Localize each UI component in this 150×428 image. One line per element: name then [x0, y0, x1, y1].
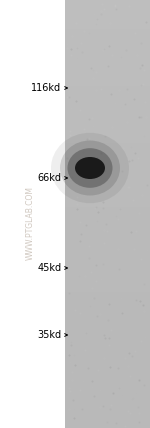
Bar [64, 350, 150, 357]
Ellipse shape [75, 157, 105, 179]
Bar [64, 193, 150, 200]
Ellipse shape [68, 148, 112, 188]
Bar [64, 57, 150, 64]
Bar [64, 371, 150, 378]
Bar [64, 257, 150, 264]
Bar [64, 271, 150, 278]
Bar [64, 185, 150, 193]
Text: 45kd: 45kd [37, 263, 62, 273]
Bar [64, 7, 150, 14]
Bar [64, 378, 150, 385]
Bar [64, 64, 150, 71]
Bar [64, 243, 150, 250]
Bar [64, 357, 150, 364]
Bar [64, 114, 150, 121]
Bar [64, 78, 150, 86]
Bar [64, 285, 150, 292]
Bar [64, 321, 150, 328]
Bar [64, 36, 150, 43]
Bar [64, 136, 150, 143]
Bar [64, 171, 150, 178]
Bar [64, 228, 150, 235]
Bar [64, 164, 150, 171]
Bar [64, 200, 150, 207]
Bar [64, 314, 150, 321]
Bar [64, 107, 150, 114]
Bar [64, 214, 150, 221]
Bar [64, 121, 150, 128]
Bar [64, 392, 150, 399]
Bar [64, 364, 150, 371]
Text: WWW.PTGLAB.COM: WWW.PTGLAB.COM [26, 186, 34, 259]
Bar [64, 157, 150, 164]
Bar [64, 385, 150, 392]
Bar [64, 421, 150, 428]
Bar [64, 407, 150, 414]
Bar [64, 414, 150, 421]
Bar [64, 399, 150, 407]
Bar [64, 0, 150, 7]
Bar [64, 93, 150, 100]
Bar [64, 128, 150, 136]
Bar [64, 143, 150, 150]
Bar [64, 14, 150, 21]
Text: 66kd: 66kd [38, 173, 62, 183]
Bar [64, 292, 150, 300]
Text: 35kd: 35kd [37, 330, 62, 340]
Ellipse shape [60, 140, 120, 196]
Bar [64, 207, 150, 214]
Bar [64, 29, 150, 36]
Bar [64, 71, 150, 78]
Ellipse shape [51, 133, 129, 203]
Bar [64, 100, 150, 107]
Bar [64, 278, 150, 285]
Bar [64, 342, 150, 350]
Bar [64, 43, 150, 50]
Bar [64, 50, 150, 57]
Bar [64, 178, 150, 185]
Bar [64, 0, 150, 428]
Bar [64, 300, 150, 307]
Bar [64, 328, 150, 335]
Bar [64, 335, 150, 342]
Bar [64, 21, 150, 29]
Bar [64, 221, 150, 228]
Bar [64, 150, 150, 157]
Text: 116kd: 116kd [31, 83, 62, 93]
Bar [64, 264, 150, 271]
Bar [64, 307, 150, 314]
Bar [64, 250, 150, 257]
Bar [64, 235, 150, 243]
Bar [64, 86, 150, 93]
